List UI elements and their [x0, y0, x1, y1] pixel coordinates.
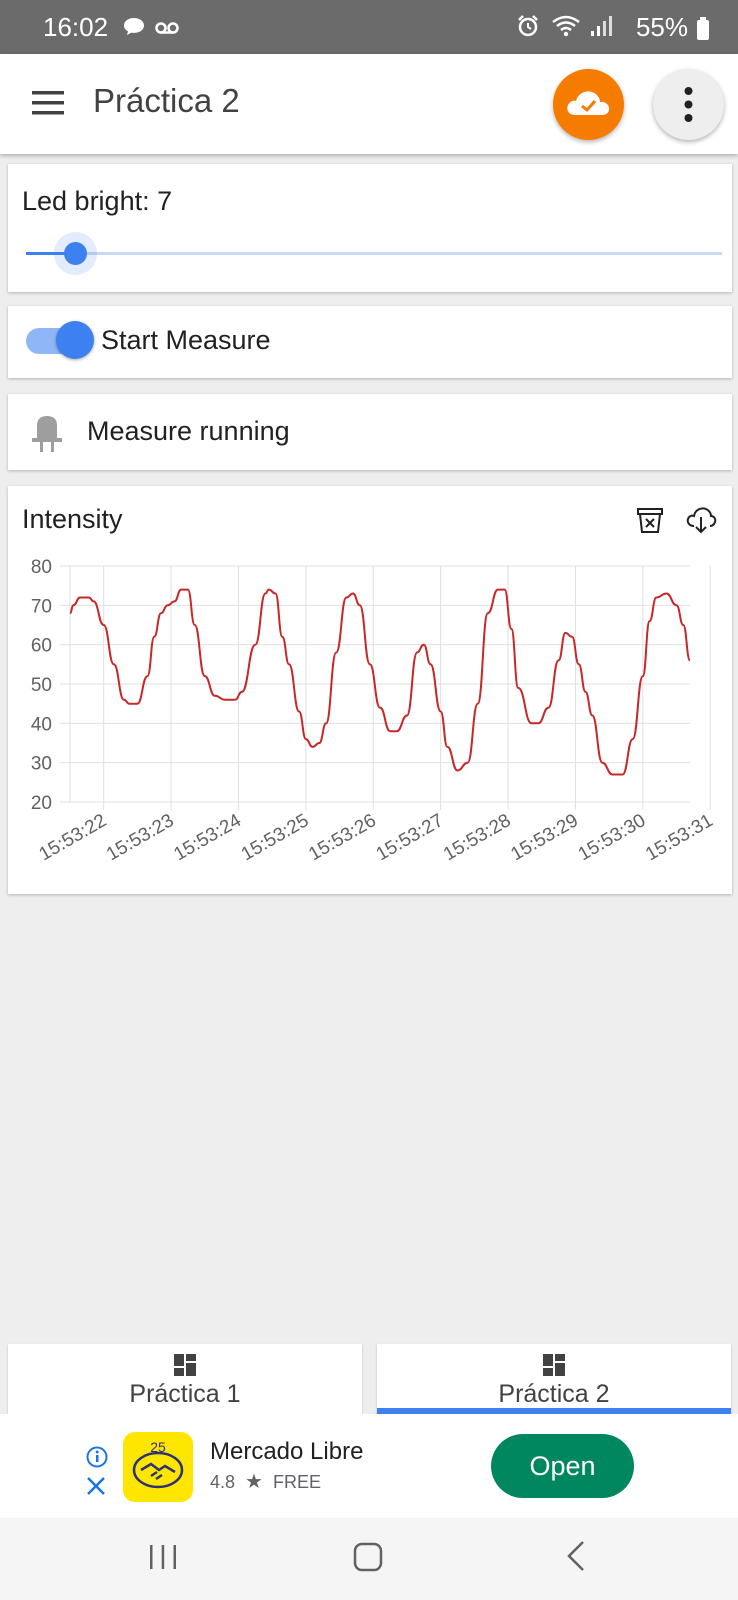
status-right-icons: [516, 14, 613, 38]
ad-info-icon[interactable]: [86, 1446, 108, 1468]
y-tick-label: 50: [31, 675, 52, 696]
y-tick-label: 80: [31, 557, 52, 578]
cloud-download-icon[interactable]: [684, 504, 718, 534]
cloud-sync-button[interactable]: [553, 69, 624, 140]
y-tick-label: 60: [31, 636, 52, 657]
x-tick-label: 15:53:29: [507, 810, 582, 865]
system-nav-bar: [0, 1518, 738, 1600]
status-left-icons: [122, 16, 180, 38]
chat-bubble-icon: [124, 18, 144, 35]
ad-rating: 4.8: [210, 1472, 236, 1492]
tab-practica-2[interactable]: Práctica 2: [377, 1344, 731, 1414]
switch-thumb[interactable]: [56, 321, 94, 359]
y-tick-label: 30: [31, 754, 52, 775]
led-icon: [32, 416, 62, 452]
led-bright-card: Led bright: 7: [8, 164, 732, 292]
intensity-chart: 2030405060708015:53:2215:53:2315:53:2415…: [31, 557, 717, 865]
voicemail-icon: [155, 22, 180, 34]
svg-text:25: 25: [150, 1439, 166, 1455]
x-tick-label: 15:53:25: [238, 810, 313, 865]
chart-title: Intensity: [22, 504, 123, 534]
slider-value: 7: [157, 186, 173, 216]
delete-data-icon[interactable]: [636, 506, 664, 534]
back-icon[interactable]: [565, 1540, 587, 1572]
handshake-icon: 25: [132, 1439, 184, 1489]
tab-practica-1[interactable]: Práctica 1: [8, 1344, 362, 1414]
ad-banner[interactable]: 25 Mercado Libre 4.8 ★ FREE Open: [0, 1414, 738, 1518]
mercado-libre-logo: 25: [123, 1432, 193, 1502]
wifi-icon: [551, 15, 580, 37]
ad-price: FREE: [273, 1472, 322, 1492]
status-time: 16:02: [43, 12, 109, 42]
x-tick-label: 15:53:28: [440, 810, 515, 865]
slider-thumb[interactable]: [63, 242, 87, 265]
ad-open-button[interactable]: Open: [491, 1434, 634, 1498]
more-vert-icon: [684, 87, 693, 122]
cloud-check-icon: [567, 91, 610, 115]
y-tick-label: 20: [31, 793, 52, 814]
measure-status-card: Measure running: [8, 394, 732, 470]
ad-close-icon[interactable]: [86, 1476, 106, 1496]
slider-label: Led bright: 7: [22, 186, 172, 217]
slider-fill: [26, 252, 75, 255]
switch-label: Start Measure: [101, 325, 271, 355]
recents-icon[interactable]: [148, 1542, 178, 1572]
intensity-chart-card: 20 30 40 50 60 70 80 15:53:22 15:53:23 15:53:24 15…: [8, 486, 732, 894]
start-measure-card: Start Measure: [8, 306, 732, 378]
star-icon: ★: [245, 1471, 263, 1493]
status-label: Measure running: [87, 416, 290, 446]
x-tick-label: 15:53:27: [373, 810, 448, 865]
led-bright-slider[interactable]: [26, 232, 722, 275]
home-icon[interactable]: [353, 1542, 383, 1572]
bottom-tabs: Práctica 1 Práctica 2: [0, 1332, 738, 1414]
ad-app-name: Mercado Libre: [210, 1438, 364, 1465]
x-tick-label: 15:53:31: [642, 810, 717, 865]
intensity-series-line: [69, 588, 691, 776]
x-tick-label: 15:53:26: [305, 810, 380, 865]
x-tick-label: 15:53:22: [36, 810, 111, 865]
y-tick-label: 40: [31, 714, 52, 735]
dashboard-content: Led bright: 7 Start Measure Measure runn…: [0, 154, 738, 1332]
y-tick-label: 70: [31, 596, 52, 617]
tab-label: Práctica 1: [129, 1380, 241, 1408]
status-bar: 16:02 55%: [0, 0, 738, 54]
battery-percent: 55%: [635, 12, 688, 42]
dashboard-icon: [543, 1354, 565, 1376]
battery-icon: [697, 17, 709, 40]
menu-icon[interactable]: [30, 88, 66, 118]
active-tab-indicator: [377, 1408, 731, 1414]
slider-label-prefix: Led bright:: [22, 186, 150, 216]
alarm-icon: [518, 15, 538, 37]
signal-icon: [591, 16, 612, 36]
x-tick-label: 15:53:24: [170, 810, 245, 865]
tab-label: Práctica 2: [498, 1380, 610, 1408]
x-tick-label: 15:53:30: [575, 810, 650, 865]
x-tick-label: 15:53:23: [103, 810, 178, 865]
dashboard-icon: [174, 1354, 196, 1376]
app-bar: Práctica 2: [0, 54, 738, 154]
page-title: Práctica 2: [93, 82, 240, 119]
more-options-button[interactable]: [653, 69, 724, 140]
